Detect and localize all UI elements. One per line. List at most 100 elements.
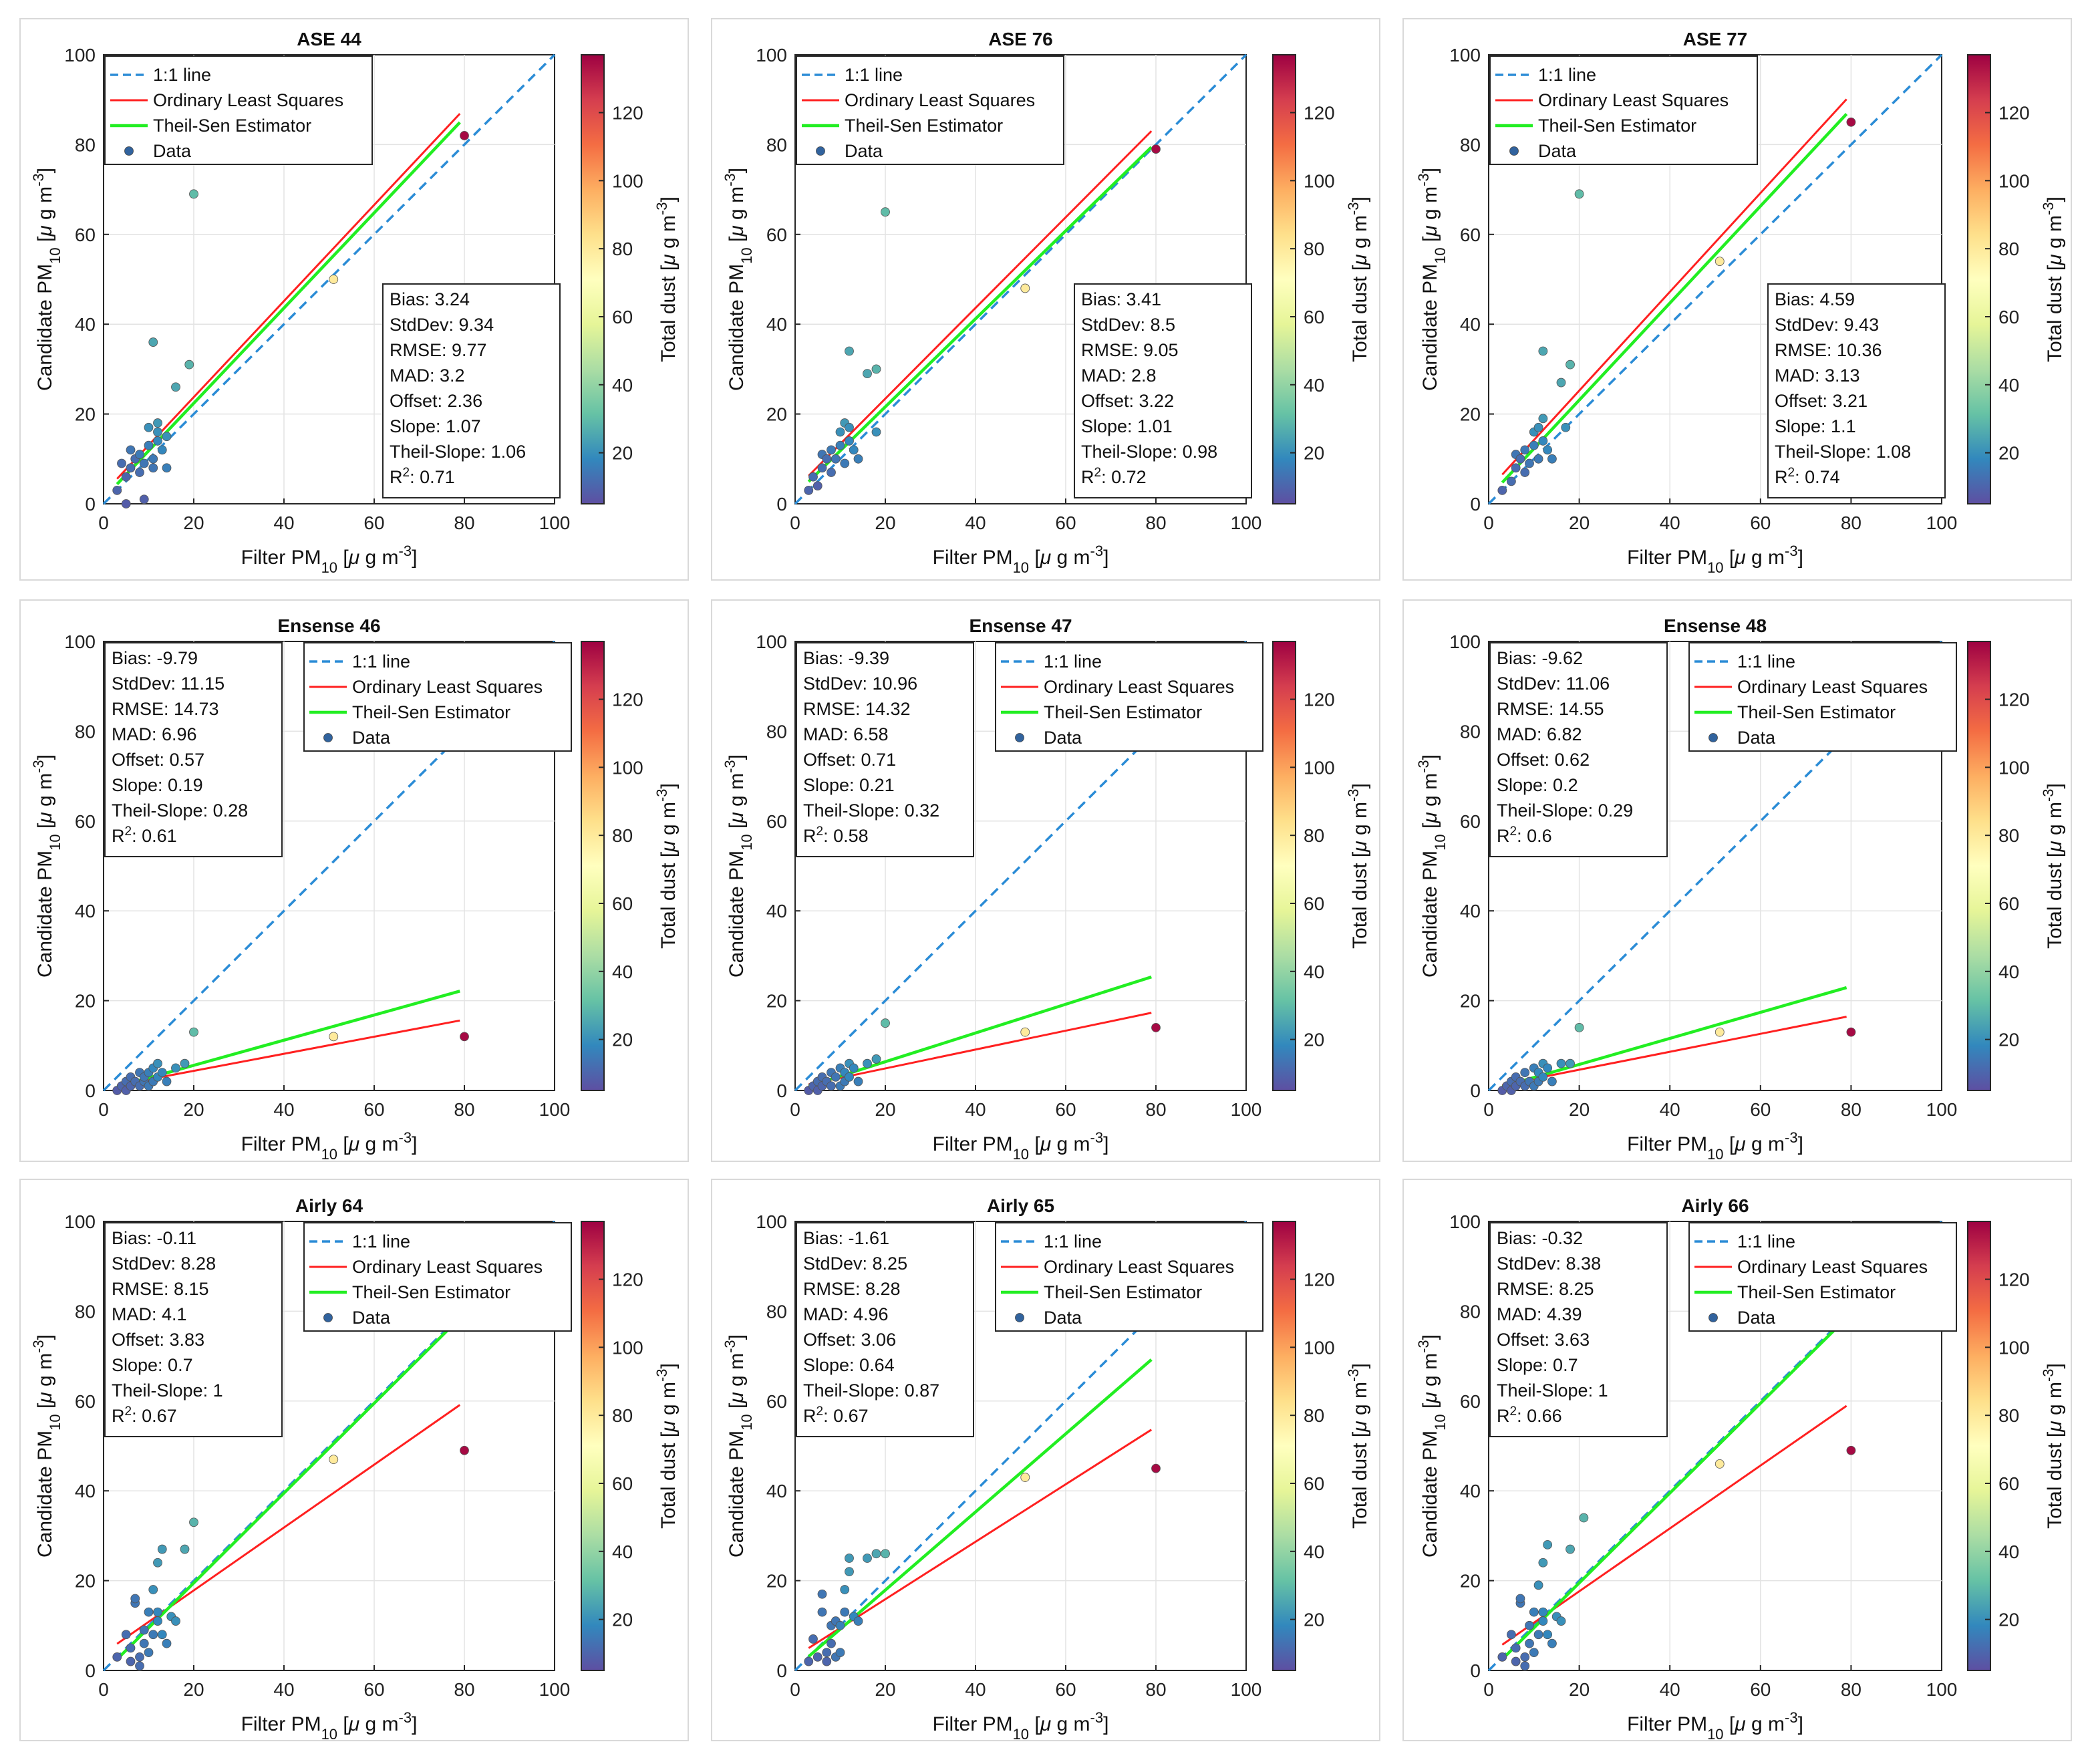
stat-theil-slope: Theil-Slope: 0.32 [803, 800, 939, 821]
stat-bias: Bias: -9.39 [803, 648, 889, 668]
colorbar-tick-label: 120 [1304, 103, 1335, 124]
x-tick-label: 0 [98, 512, 109, 533]
stat-r2: R2: 0.72 [1081, 466, 1147, 488]
legend-swatch [1015, 1313, 1024, 1322]
stat-mad: MAD: 4.96 [803, 1304, 889, 1324]
legend-item: Theil-Sen Estimator [1044, 702, 1202, 722]
data-point [144, 1648, 154, 1658]
legend: 1:1 line Ordinary Least Squares Theil-Sen … [303, 1222, 572, 1332]
data-point [1715, 1027, 1725, 1037]
x-tick-label: 40 [965, 1099, 986, 1120]
stat-rmse: RMSE: 14.32 [803, 699, 911, 719]
stat-bias: Bias: 4.59 [1775, 289, 1855, 309]
colorbar-gradient [1967, 1221, 1991, 1671]
data-point [153, 418, 162, 428]
stat-offset: Offset: 3.21 [1775, 391, 1868, 411]
stat-stddev: StdDev: 9.43 [1775, 315, 1879, 335]
data-point [1520, 445, 1530, 455]
data-point [1151, 1463, 1161, 1473]
plot-lines [1487, 53, 1943, 505]
y-tick-label: 100 [1449, 45, 1481, 65]
stat-theil-slope: Theil-Slope: 1.06 [390, 442, 526, 462]
x-tick-label: 40 [1660, 1679, 1680, 1700]
legend-swatch [816, 146, 825, 156]
colorbar-tick-label: 100 [612, 757, 643, 778]
stats-box: Bias: -9.39 StdDev: 10.96 RMSE: 14.32 MAD: … [796, 642, 974, 857]
data-point [1574, 1023, 1584, 1032]
x-tick-label: 80 [1841, 1099, 1861, 1120]
y-tick-label: 40 [766, 314, 787, 335]
stat-stddev: StdDev: 8.38 [1497, 1254, 1601, 1274]
stat-r2: R2: 0.6 [1497, 825, 1552, 847]
data-point [817, 463, 827, 473]
stats-box: Bias: 3.41 StdDev: 8.5 RMSE: 9.05 MAD: 2.8 O… [1074, 283, 1252, 498]
theil-sen-line [116, 1316, 461, 1660]
legend-item: Data [1044, 1308, 1082, 1328]
y-tick-label: 100 [64, 45, 96, 65]
data-points [804, 1018, 1161, 1095]
colorbar: 20 40 60 80 100 120 Total dust [μ g m-3] [581, 54, 680, 504]
panel-airly-66: 00 20 20 40 40 60 60 80 80 100 100 Airly 66 Filter P… [1402, 1179, 2072, 1743]
y-tick-label: 80 [75, 721, 96, 742]
stat-theil-slope: Theil-Slope: 0.98 [1081, 442, 1217, 462]
data-point [1529, 1607, 1539, 1617]
data-point [135, 450, 144, 459]
stat-theil-slope: Theil-Slope: 0.28 [112, 800, 248, 821]
stat-rmse: RMSE: 8.28 [803, 1279, 901, 1299]
data-point [1497, 1652, 1507, 1662]
stat-stddev: StdDev: 8.5 [1081, 315, 1175, 335]
data-point [1511, 1656, 1521, 1666]
y-tick-label: 40 [766, 901, 787, 921]
data-point [804, 485, 814, 495]
data-point [171, 1616, 180, 1626]
stats-box-frame [796, 642, 974, 857]
data-point [153, 1607, 162, 1617]
data-point [148, 1585, 158, 1594]
colorbar-tick-label: 120 [612, 1270, 643, 1290]
colorbar-gradient [1967, 641, 1991, 1091]
colorbar-tick-label: 60 [612, 1473, 633, 1494]
data-point [822, 454, 832, 464]
legend-item: Ordinary Least Squares [1044, 1257, 1234, 1277]
colorbar-gradient [1272, 641, 1296, 1091]
stat-offset: Offset: 0.62 [1497, 750, 1590, 770]
legend-item: Ordinary Least Squares [845, 90, 1035, 110]
data-point [827, 445, 836, 455]
data-points [1497, 1445, 1856, 1671]
y-tick-label: 20 [766, 991, 787, 1012]
x-tick-label: 60 [1750, 1099, 1771, 1120]
legend-item: Ordinary Least Squares [1044, 677, 1234, 697]
legend-item: Ordinary Least Squares [352, 677, 543, 697]
stat-slope: Slope: 0.7 [1497, 1355, 1578, 1375]
legend-item: Theil-Sen Estimator [1737, 702, 1896, 722]
data-point [840, 1607, 850, 1617]
data-point [827, 468, 836, 477]
colorbar-gradient [1967, 54, 1991, 504]
stat-rmse: RMSE: 9.05 [1081, 340, 1179, 360]
legend: 1:1 line Ordinary Least Squares Theil-Sen … [995, 1222, 1263, 1332]
legend-item: Data [352, 1308, 391, 1328]
colorbar-tick-label: 120 [612, 103, 643, 124]
data-point [329, 1455, 339, 1465]
stat-mad: MAD: 2.8 [1081, 365, 1157, 386]
stat-rmse: RMSE: 14.73 [112, 699, 219, 719]
colorbar-tick-label: 80 [1998, 825, 2019, 846]
data-point [835, 440, 845, 450]
x-tick-label: 100 [1231, 1099, 1262, 1120]
legend-frame [1688, 642, 1957, 752]
y-tick-label: 60 [75, 225, 96, 245]
data-points [1497, 117, 1856, 495]
colorbar: 20 40 60 80 100 120 Total dust [μ g m-3] [1967, 54, 2066, 504]
y-tick-label: 80 [766, 721, 787, 742]
stats-box-frame [104, 1222, 283, 1437]
colorbar-label: Total dust [μ g m-3] [2040, 783, 2067, 949]
colorbar-tick-label: 120 [1304, 1270, 1335, 1290]
colorbar-tick-label: 40 [1998, 1541, 2019, 1562]
legend-item: Theil-Sen Estimator [1737, 1282, 1896, 1302]
x-tick-label: 40 [1660, 512, 1680, 533]
theil-sen-line [808, 975, 1152, 1088]
stat-bias: Bias: -0.32 [1497, 1228, 1583, 1248]
colorbar-tick-label: 80 [1304, 825, 1324, 846]
